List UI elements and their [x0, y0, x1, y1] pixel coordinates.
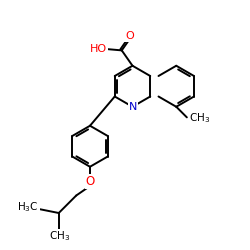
Text: O: O — [86, 175, 95, 188]
Text: N: N — [129, 102, 137, 112]
Text: CH$_3$: CH$_3$ — [189, 111, 210, 125]
Text: H$_3$C: H$_3$C — [17, 200, 39, 214]
Text: O: O — [125, 31, 134, 41]
Text: HO: HO — [90, 44, 107, 54]
Text: CH$_3$: CH$_3$ — [49, 230, 70, 243]
